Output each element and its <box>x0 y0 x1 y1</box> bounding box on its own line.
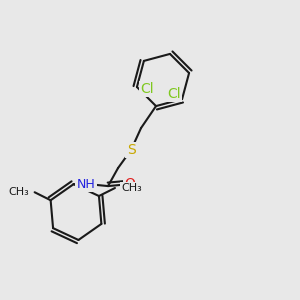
Text: O: O <box>124 177 135 191</box>
Text: NH: NH <box>76 178 95 190</box>
Text: S: S <box>127 143 135 157</box>
Text: CH₃: CH₃ <box>121 183 142 193</box>
Text: Cl: Cl <box>167 87 181 101</box>
Text: CH₃: CH₃ <box>8 187 29 197</box>
Text: Cl: Cl <box>140 82 154 96</box>
